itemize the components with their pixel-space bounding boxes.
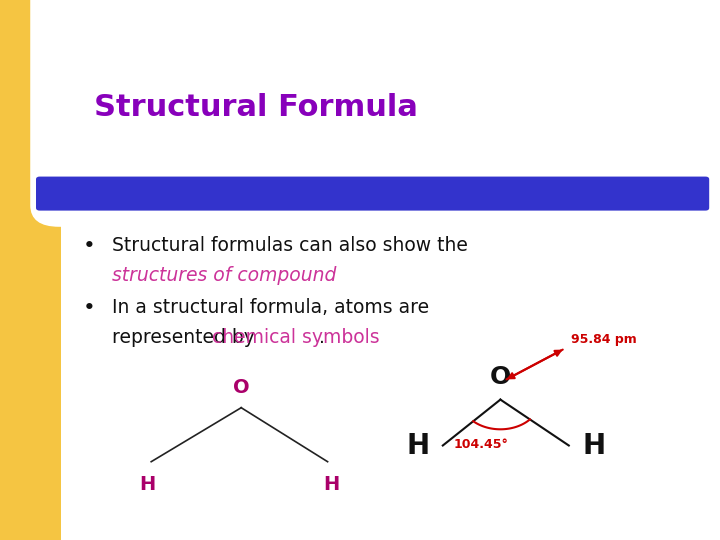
FancyBboxPatch shape <box>30 0 720 227</box>
Text: O: O <box>233 378 250 397</box>
Text: O: O <box>490 365 511 389</box>
Text: H: H <box>323 475 339 494</box>
Text: chemical symbols: chemical symbols <box>212 328 379 347</box>
Text: •: • <box>83 235 96 256</box>
Text: represented by: represented by <box>112 328 261 347</box>
Text: 104.45°: 104.45° <box>454 438 508 451</box>
Text: H: H <box>582 431 606 460</box>
Text: In a structural formula, atoms are: In a structural formula, atoms are <box>112 298 428 318</box>
Text: Structural Formula: Structural Formula <box>94 93 418 123</box>
Text: structures of compound: structures of compound <box>112 266 336 285</box>
Text: •: • <box>83 298 96 318</box>
Text: H: H <box>406 431 429 460</box>
Text: .: . <box>319 328 325 347</box>
Bar <box>0 0 61 540</box>
Text: H: H <box>140 475 156 494</box>
Text: 95.84 pm: 95.84 pm <box>571 333 636 346</box>
Text: Structural formulas can also show the: Structural formulas can also show the <box>112 236 467 255</box>
FancyBboxPatch shape <box>36 177 709 211</box>
FancyBboxPatch shape <box>61 0 713 540</box>
Bar <box>0 0 202 151</box>
